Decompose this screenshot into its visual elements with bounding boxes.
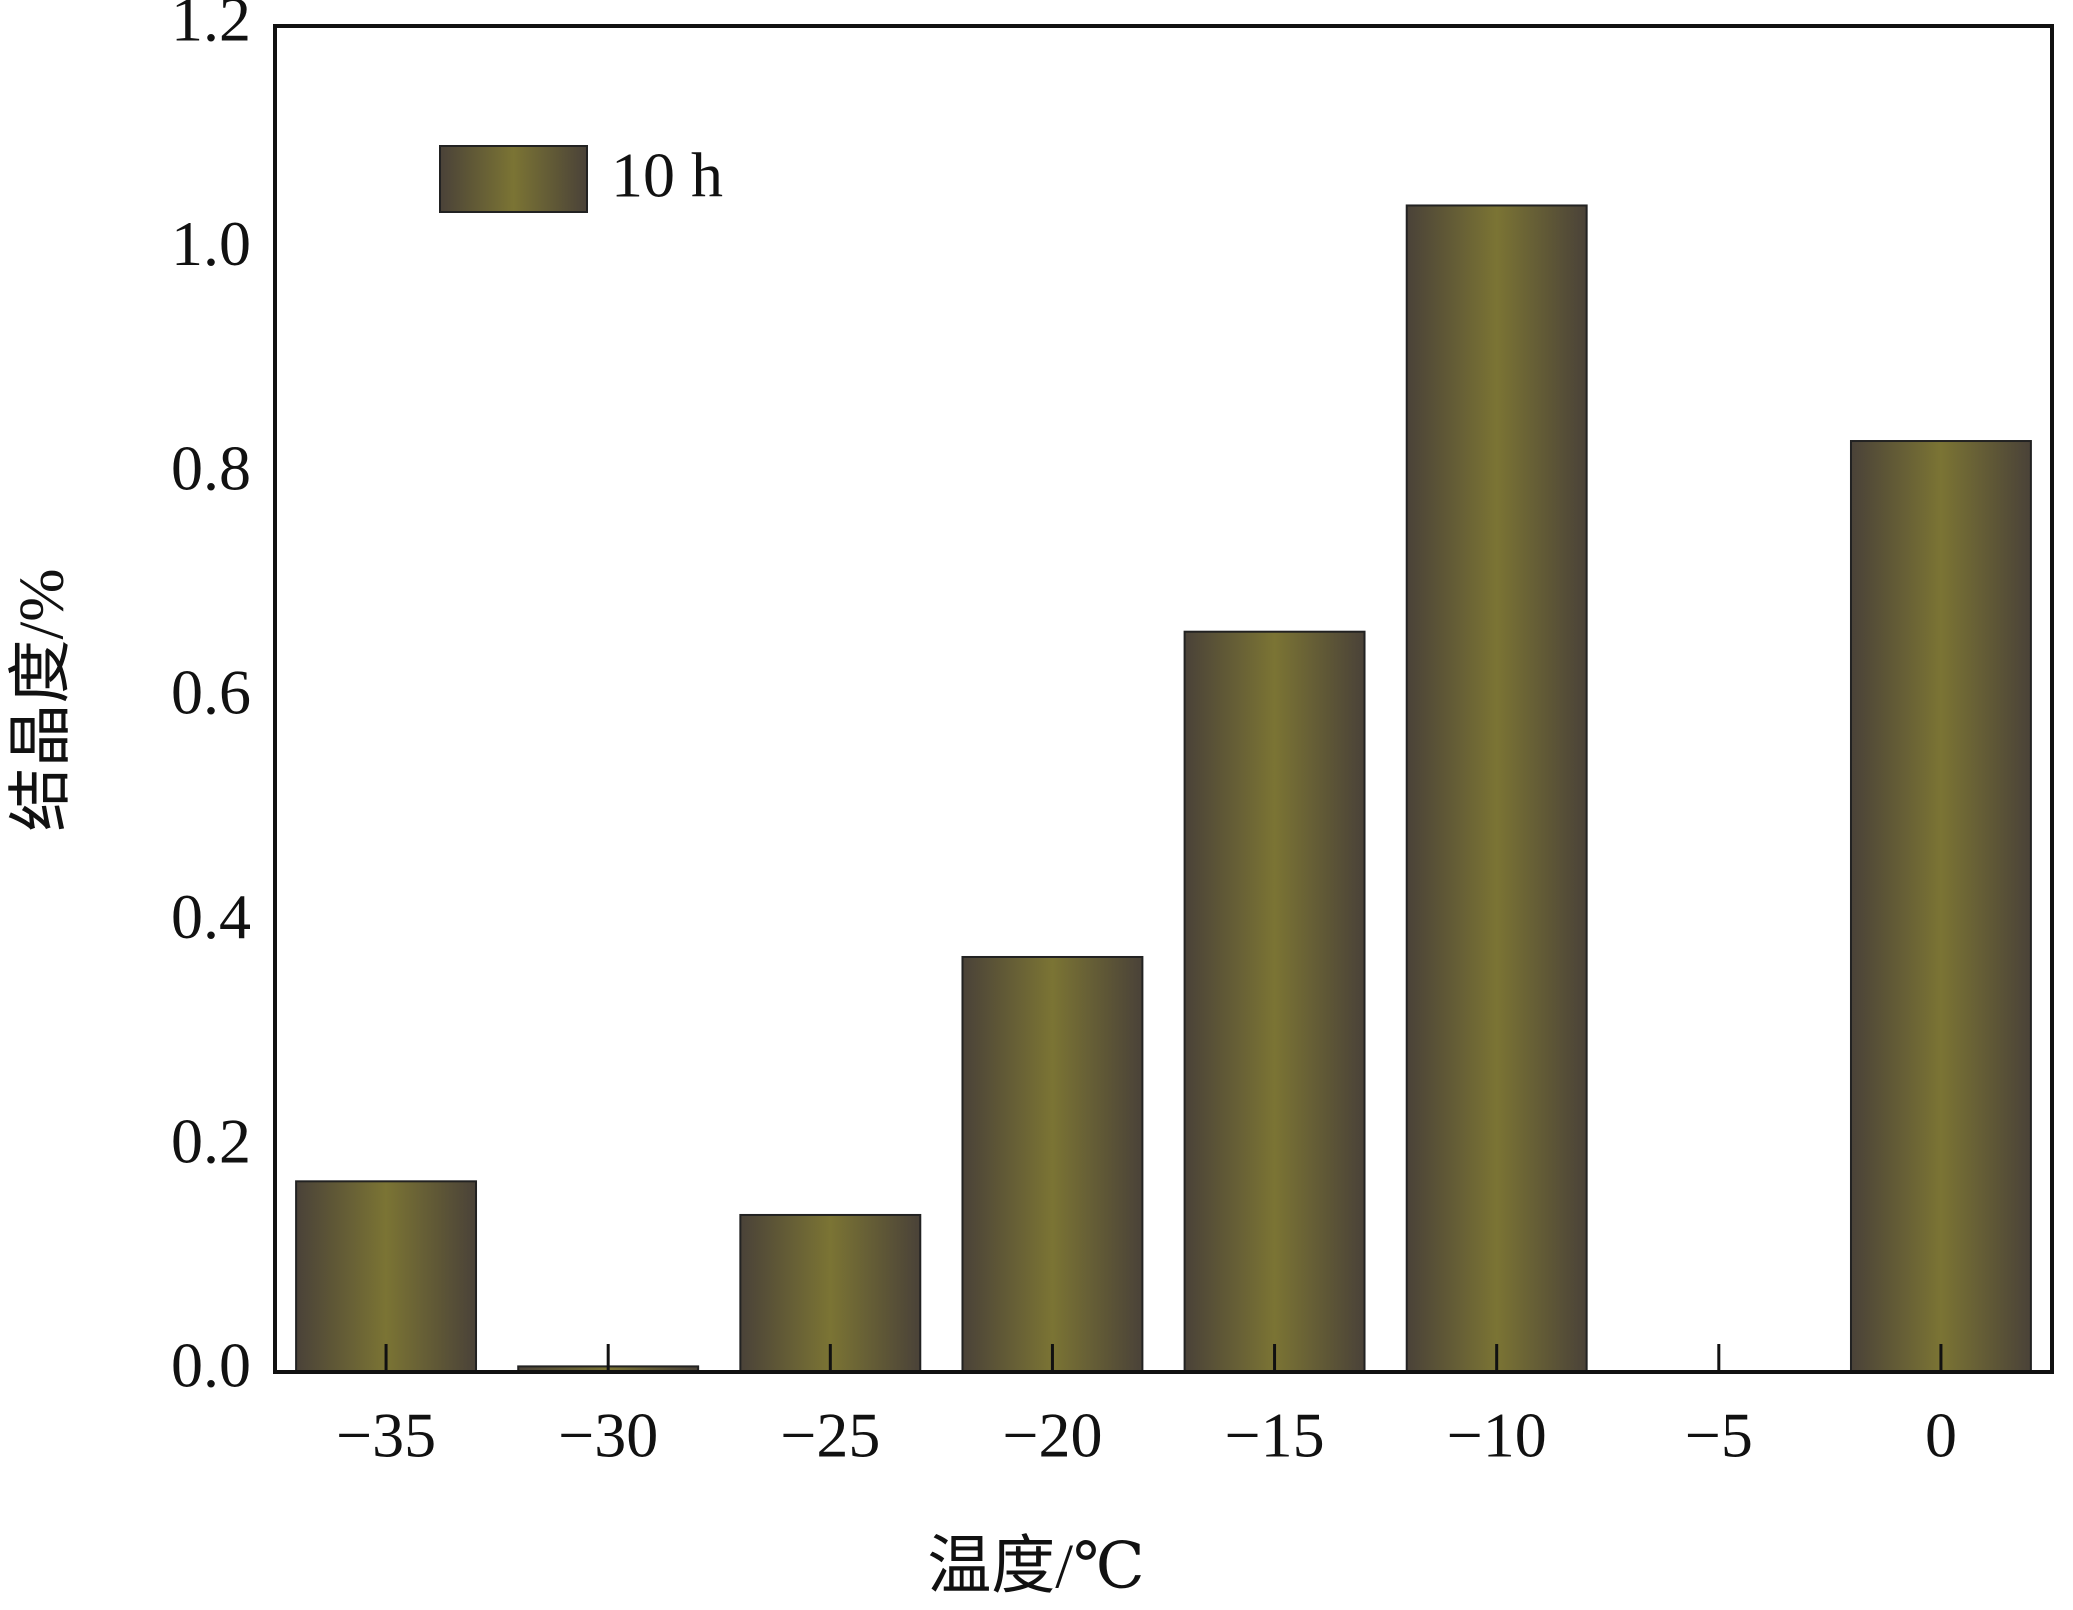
x-axis-title: 温度/℃	[927, 1531, 1144, 1602]
bar	[1849, 440, 2032, 1373]
x-tick-label: −10	[1447, 1400, 1547, 1471]
bar	[1405, 204, 1588, 1373]
y-tick-label: 0.0	[171, 1330, 251, 1401]
x-tick-label: −30	[558, 1400, 658, 1471]
x-tick-label: −15	[1225, 1400, 1325, 1471]
y-tick-label: 0.8	[171, 432, 251, 503]
plot-frame	[273, 24, 2054, 1374]
y-tick-label: 0.2	[171, 1105, 251, 1176]
y-tick-label: 0.6	[171, 657, 251, 728]
legend-label: 10 h	[611, 140, 723, 211]
x-tick-label: −35	[336, 1400, 436, 1471]
legend-swatch	[439, 145, 588, 213]
bar	[1183, 630, 1366, 1373]
x-tick-label: 0	[1925, 1400, 1957, 1471]
y-axis-title: 结晶度/%	[6, 568, 77, 831]
y-tick-label: 1.0	[171, 208, 251, 279]
x-tick-label: −20	[1002, 1400, 1102, 1471]
bar	[295, 1180, 478, 1373]
y-tick-label: 0.4	[171, 881, 251, 952]
x-tick-label: −5	[1685, 1400, 1753, 1471]
bar	[961, 955, 1144, 1373]
y-tick-label: 1.2	[171, 0, 251, 55]
x-tick-label: −25	[780, 1400, 880, 1471]
